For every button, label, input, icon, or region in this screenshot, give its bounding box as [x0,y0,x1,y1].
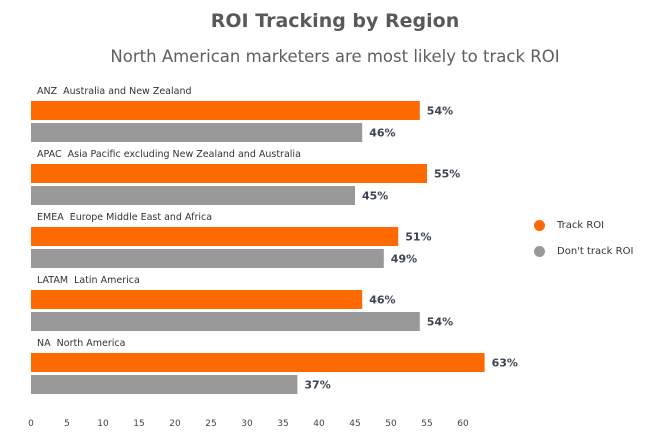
bar-emea-track-roi [31,227,399,246]
data-label-na-track-roi: 63% [492,357,518,370]
data-label-anz-track-roi: 54% [427,105,453,118]
x-tick-label: 35 [277,419,288,429]
data-label-na-dont-track-roi: 37% [304,379,330,392]
category-label-latam: LATAM Latin America [37,275,140,286]
category-label-anz: ANZ Australia and New Zealand [37,86,192,97]
x-tick-label: 30 [241,419,253,429]
x-tick-label: 60 [457,419,469,429]
bar-anz-dont-track-roi [31,123,363,142]
x-tick-label: 5 [64,419,70,429]
bar-na-dont-track-roi [31,375,298,394]
bar-na-track-roi [31,353,485,372]
chart-title: ROI Tracking by Region [210,10,460,32]
bar-emea-dont-track-roi [31,249,384,268]
category-label-emea: EMEA Europe Middle East and Africa [37,212,212,223]
data-label-latam-dont-track-roi: 54% [427,316,453,329]
data-label-latam-track-roi: 46% [369,294,395,307]
data-label-apac-dont-track-roi: 45% [362,190,388,203]
data-label-anz-dont-track-roi: 46% [369,127,395,140]
x-tick-label: 15 [133,419,144,429]
legend-item-dont-track-roi: Don't track ROI [534,246,633,257]
legend-item-track-roi: Track ROI [534,220,604,231]
bar-anz-track-roi [31,101,420,120]
x-tick-label: 50 [385,419,397,429]
bar-latam-dont-track-roi [31,312,420,331]
x-tick-label: 25 [205,419,216,429]
legend-label-dont-track-roi: Don't track ROI [557,246,634,257]
data-label-emea-dont-track-roi: 49% [391,253,417,266]
category-label-na: NA North America [37,338,125,349]
x-tick-label: 45 [349,419,360,429]
category-label-apac: APAC Asia Pacific excluding New Zealand … [37,149,301,160]
legend-swatch-dont-track-roi [534,246,545,257]
data-label-apac-track-roi: 55% [434,168,460,181]
x-tick-label: 0 [28,419,34,429]
chart-subtitle: North American marketers are most likely… [110,47,560,66]
x-tick-label: 10 [97,419,109,429]
bar-apac-dont-track-roi [31,186,355,205]
bar-apac-track-roi [31,164,427,183]
bar-latam-track-roi [31,290,363,309]
data-label-emea-track-roi: 51% [405,231,431,244]
x-tick-label: 20 [169,419,181,429]
x-tick-label: 55 [421,419,432,429]
legend-swatch-track-roi [534,220,545,231]
legend-label-track-roi: Track ROI [557,220,605,231]
x-tick-label: 40 [313,419,325,429]
